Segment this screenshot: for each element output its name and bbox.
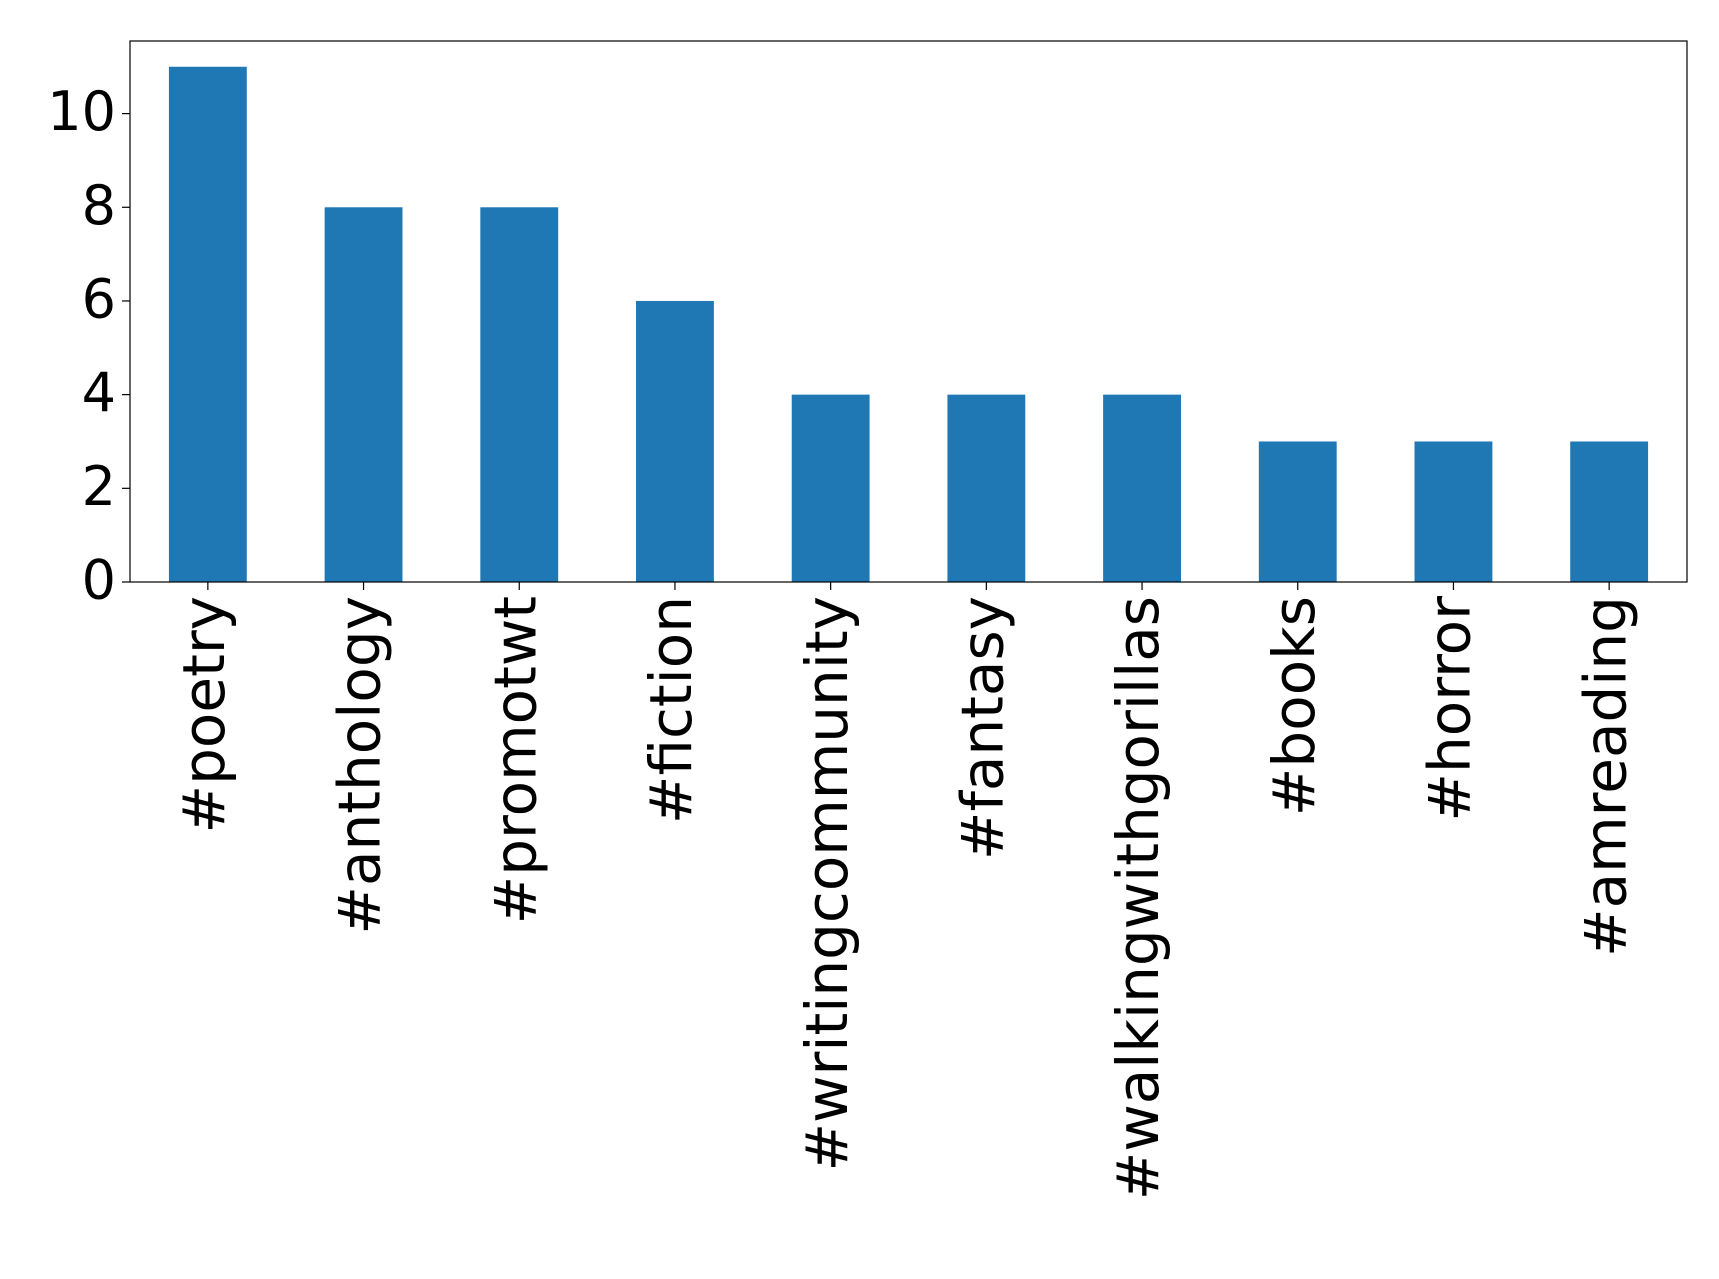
x-tick-label: #amreading bbox=[1571, 596, 1639, 957]
bar bbox=[480, 207, 559, 583]
x-tick-label: #writingcommunity bbox=[793, 596, 861, 1172]
y-tick-label: 10 bbox=[47, 80, 116, 143]
y-tick-label: 2 bbox=[82, 455, 116, 518]
y-tick-label: 4 bbox=[82, 361, 116, 424]
x-tick-label: #promotwt bbox=[481, 596, 549, 924]
bar bbox=[636, 300, 714, 582]
y-tick-label: 0 bbox=[82, 549, 116, 612]
bar bbox=[1414, 441, 1493, 582]
bar bbox=[1103, 394, 1181, 582]
x-tick-label: #walkingwithgorillas bbox=[1104, 596, 1172, 1200]
bar bbox=[324, 207, 403, 583]
bar bbox=[1570, 441, 1649, 582]
y-tick-label: 8 bbox=[82, 174, 116, 237]
plot-frame bbox=[129, 40, 1688, 583]
y-tick-label: 6 bbox=[82, 268, 116, 331]
x-tick-label: #books bbox=[1260, 596, 1328, 816]
x-tick-label: #poetry bbox=[170, 596, 238, 834]
x-tick-label: #anthology bbox=[326, 596, 394, 935]
bar bbox=[168, 66, 247, 582]
bar bbox=[1258, 441, 1337, 582]
bar bbox=[947, 394, 1026, 582]
x-tick-label: #fiction bbox=[637, 596, 705, 824]
x-tick-label: #fantasy bbox=[948, 596, 1016, 860]
bar bbox=[791, 394, 870, 582]
x-tick-label: #horror bbox=[1416, 596, 1484, 822]
